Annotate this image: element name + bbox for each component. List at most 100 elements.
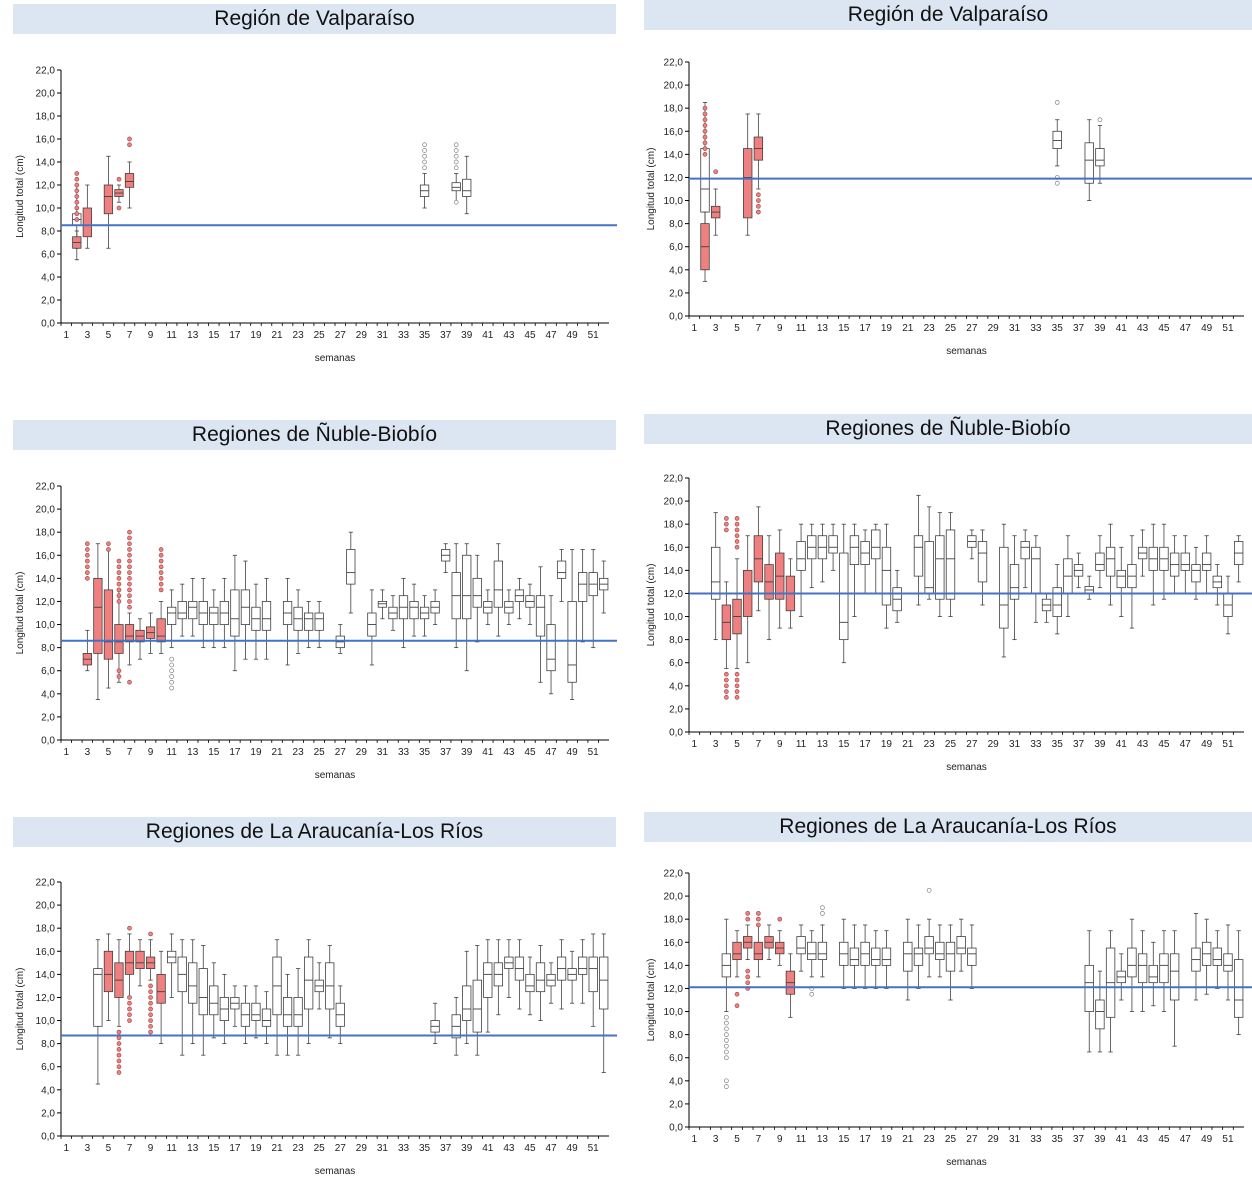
- x-tick-label: 21: [271, 330, 283, 341]
- outlier-point: [148, 1012, 153, 1018]
- y-tick-label: 10,0: [36, 1016, 56, 1027]
- outlier-point: [724, 516, 729, 521]
- box: [493, 560, 503, 608]
- x-tick-label: 15: [838, 323, 850, 334]
- box: [1095, 999, 1105, 1030]
- x-tick-label: 11: [166, 330, 177, 341]
- y-tick-label: 22,0: [36, 66, 56, 77]
- x-tick-label: 39: [1094, 1134, 1106, 1145]
- outlier-point: [745, 968, 751, 974]
- outlier-point: [702, 146, 708, 151]
- box: [93, 577, 103, 654]
- x-tick-label: 7: [756, 323, 762, 334]
- outlier-point: [127, 593, 132, 599]
- outlier-point: [724, 677, 729, 683]
- box: [871, 947, 881, 966]
- x-tick-label: 51: [588, 747, 600, 758]
- box: [472, 979, 482, 1033]
- outlier-point: [158, 581, 164, 587]
- x-tick-label: 1: [63, 1143, 69, 1154]
- x-tick-label: 39: [461, 330, 473, 341]
- x-tick-label: 35: [1052, 1134, 1064, 1145]
- box: [711, 546, 721, 600]
- box: [1095, 552, 1105, 571]
- outlier-point: [127, 576, 132, 581]
- outlier-point: [820, 905, 825, 910]
- x-tick-label: 27: [335, 747, 347, 758]
- outlier-point: [158, 552, 164, 558]
- outlier-point: [106, 541, 111, 547]
- x-tick-label: 51: [1222, 739, 1234, 750]
- x-tick-label: 13: [817, 1134, 829, 1145]
- chart-panel-valparaiso-left: Región de Valparaíso 0,0 2,0 4,0 6,0 8,0 10,0…: [13, 4, 617, 370]
- x-tick-label: 33: [398, 330, 410, 341]
- x-tick-label: 21: [902, 323, 914, 334]
- box: [1212, 947, 1222, 966]
- box: [93, 968, 103, 1027]
- x-tick-label: 17: [229, 330, 241, 341]
- box: [103, 184, 114, 215]
- y-tick-label: 0,0: [669, 312, 683, 323]
- outlier-point: [169, 656, 175, 662]
- y-tick-label: 4,0: [41, 689, 55, 700]
- box: [556, 560, 567, 579]
- box: [849, 947, 860, 966]
- y-tick-label: 0,0: [41, 319, 55, 330]
- y-tick-label: 16,0: [36, 551, 56, 562]
- box: [700, 148, 710, 213]
- x-tick-label: 15: [838, 1134, 850, 1145]
- y-tick-label: 0,0: [669, 728, 683, 739]
- x-tick-label: 19: [881, 739, 893, 750]
- box: [1031, 546, 1041, 594]
- box: [977, 541, 988, 583]
- outlier-point: [453, 165, 459, 171]
- x-tick-label: 49: [1201, 1134, 1213, 1145]
- x-tick-label: 51: [1222, 323, 1234, 334]
- outlier-point: [1097, 117, 1103, 123]
- x-tick-label: 21: [902, 1134, 914, 1145]
- x-tick-label: 7: [127, 1143, 133, 1154]
- outlier-point: [756, 209, 761, 215]
- box: [251, 1002, 261, 1021]
- outlier-point: [158, 558, 164, 564]
- y-tick-label: 4,0: [669, 1076, 683, 1087]
- x-tick-label: 7: [756, 739, 762, 750]
- x-tick-label: 11: [166, 747, 177, 758]
- y-tick-label: 8,0: [669, 635, 683, 646]
- outlier-point: [127, 1018, 132, 1023]
- x-tick-label: 49: [567, 747, 579, 758]
- box: [209, 985, 219, 1016]
- x-tick-label: 19: [881, 1134, 893, 1145]
- y-tick-label: 6,0: [669, 658, 683, 669]
- y-tick-label: 6,0: [41, 250, 55, 261]
- box: [167, 606, 177, 625]
- outlier-point: [158, 570, 164, 575]
- outlier-point: [127, 547, 132, 552]
- y-tick-label: 0,0: [669, 1123, 683, 1134]
- box: [1084, 964, 1094, 1012]
- outlier-point: [756, 192, 761, 198]
- box: [1169, 953, 1180, 1001]
- chart-title: Regiones de Ñuble-Biobío: [13, 420, 616, 450]
- outlier-point: [169, 685, 175, 691]
- x-tick-label: 45: [1158, 323, 1170, 334]
- x-tick-label: 29: [988, 1134, 1000, 1145]
- x-tick-label: 49: [567, 330, 579, 341]
- outlier-point: [116, 1064, 122, 1070]
- box: [796, 541, 806, 571]
- x-tick-label: 19: [250, 747, 262, 758]
- box: [881, 947, 892, 966]
- x-tick-label: 47: [1180, 1134, 1192, 1145]
- y-tick-label: 2,0: [41, 296, 55, 307]
- x-tick-label: 19: [250, 1143, 262, 1154]
- y-tick-label: 18,0: [664, 520, 684, 531]
- x-tick-label: 27: [966, 1134, 978, 1145]
- outlier-point: [702, 105, 708, 111]
- x-tick-label: 29: [356, 747, 368, 758]
- box: [472, 577, 482, 608]
- chart-title: Regiones de La Araucanía-Los Ríos: [644, 812, 1252, 842]
- x-tick-label: 5: [106, 1143, 112, 1154]
- y-axis-label: Longitud total (cm): [15, 572, 26, 655]
- box: [1105, 546, 1116, 577]
- outlier-point: [158, 547, 164, 552]
